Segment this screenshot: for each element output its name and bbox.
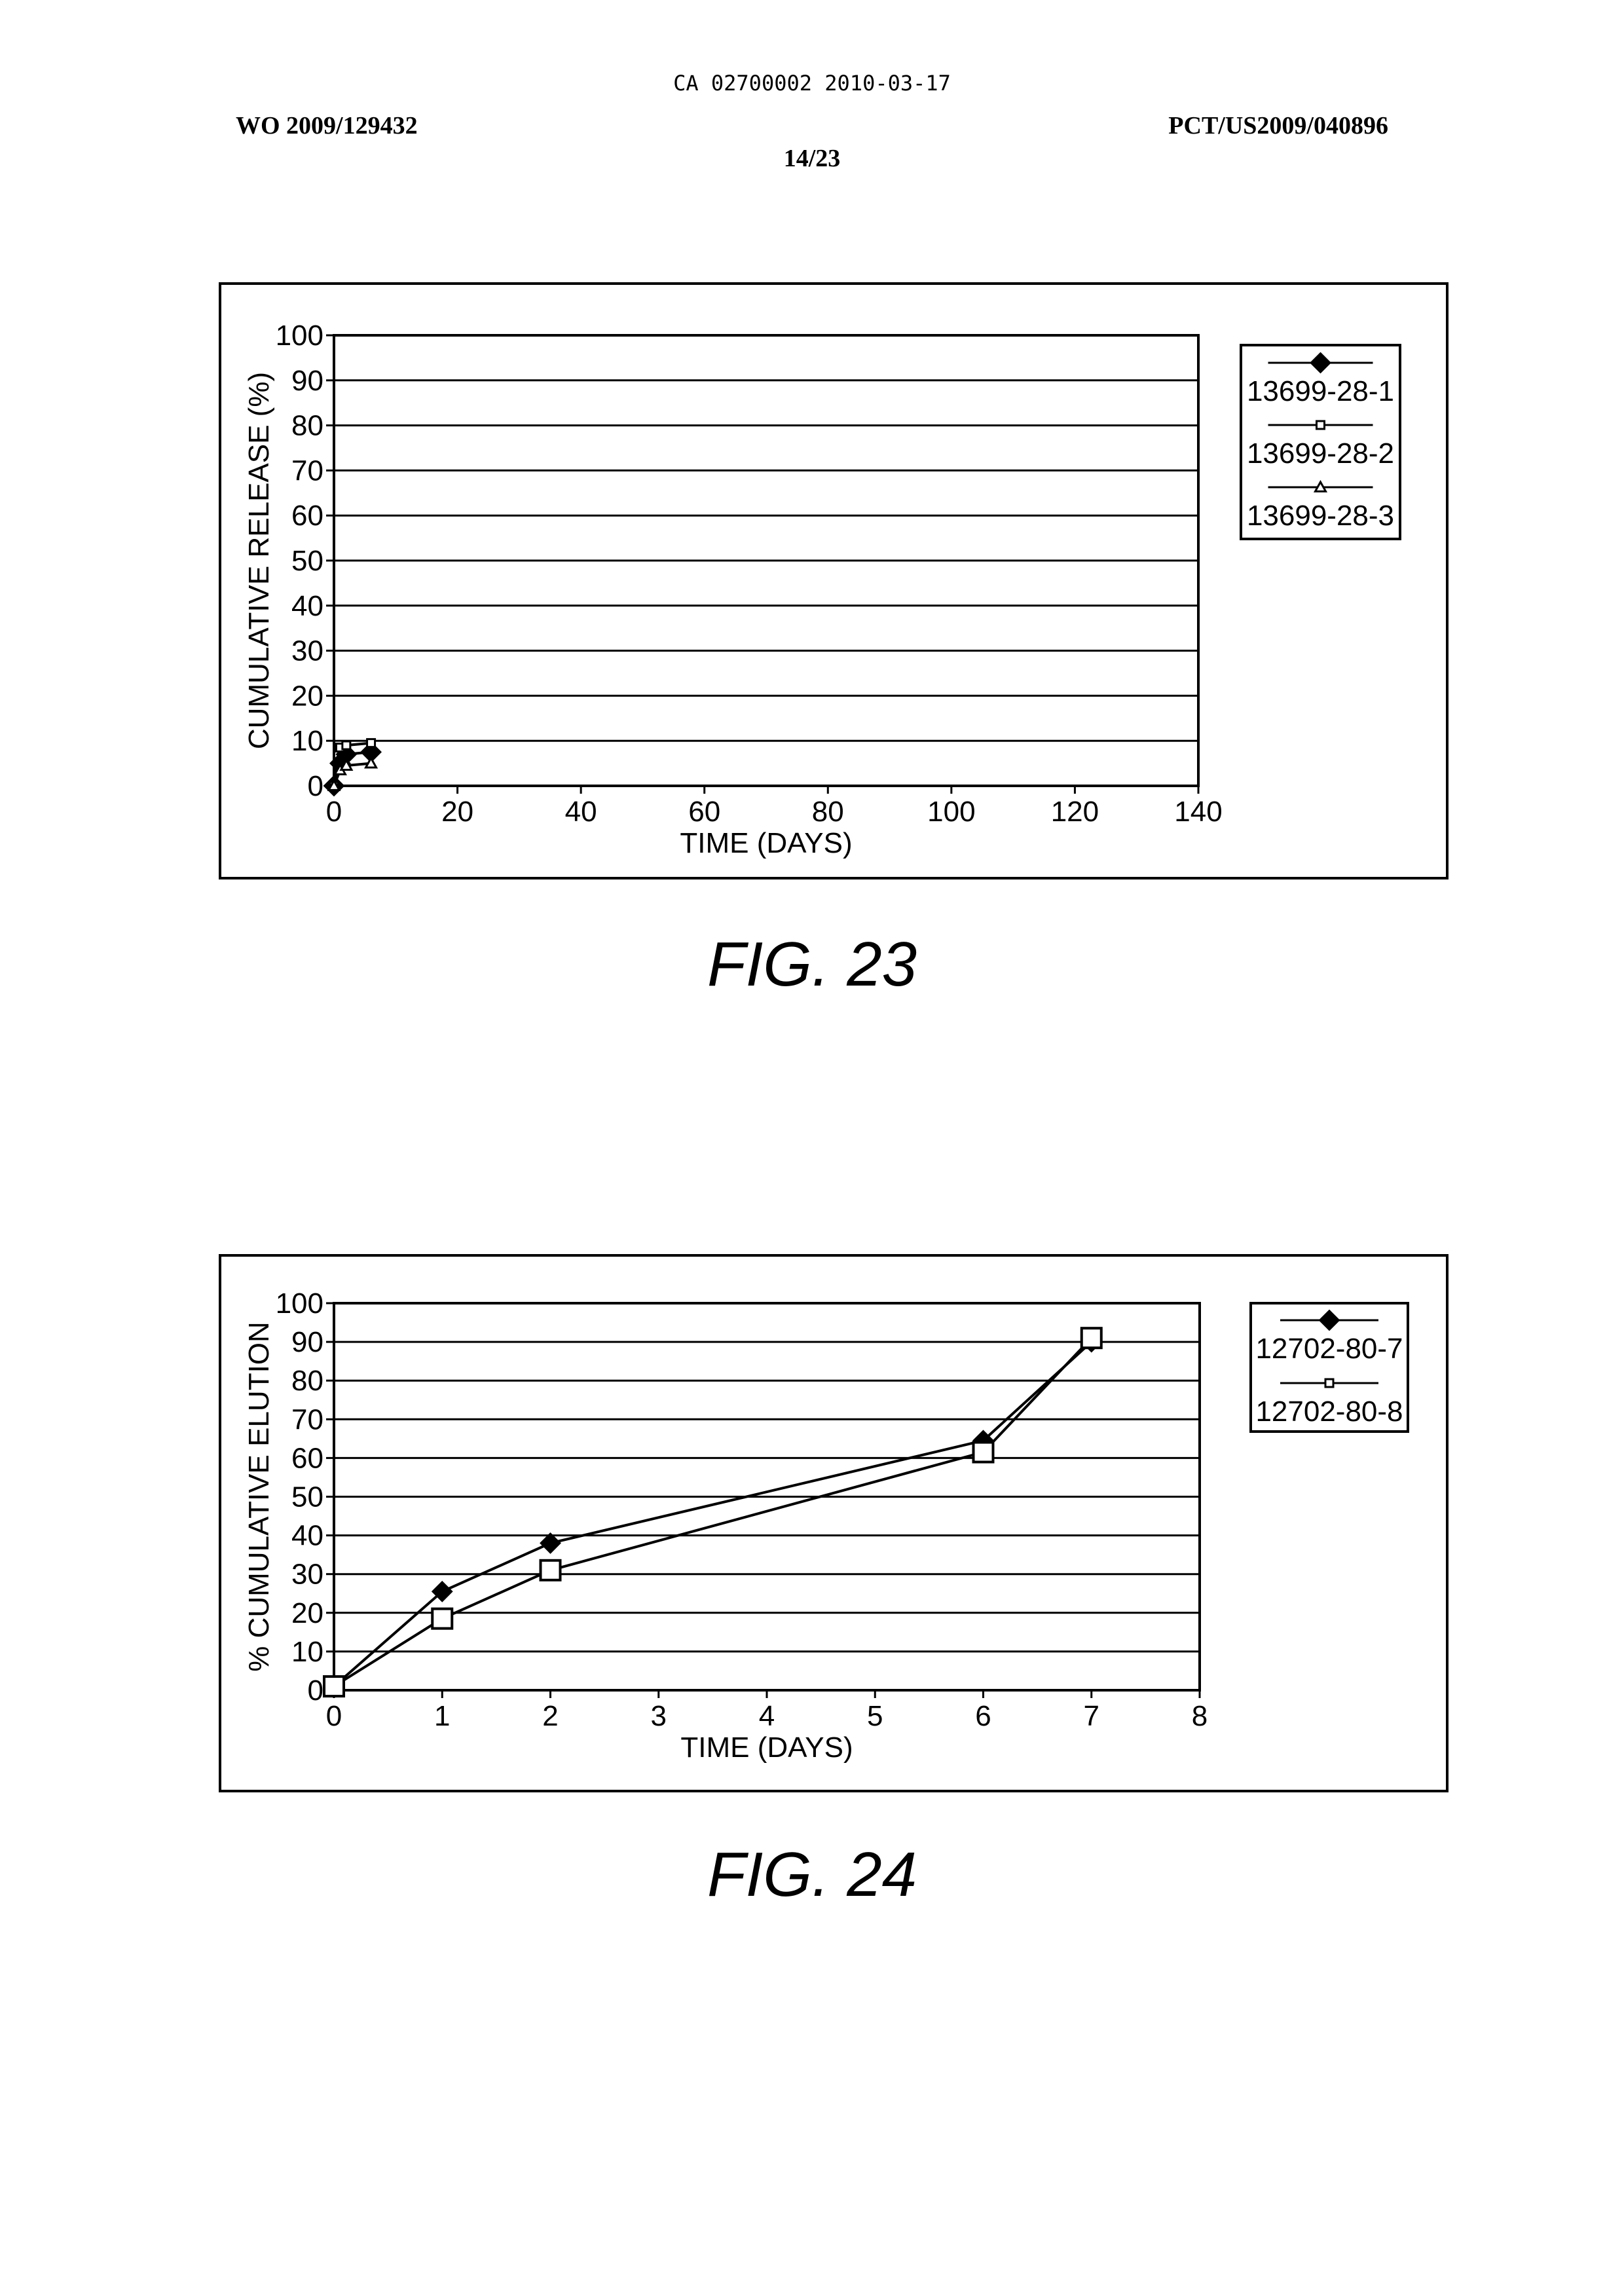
fig24-x-tick-label: 2 (542, 1700, 558, 1732)
fig24-x-tick-label: 0 (326, 1700, 342, 1732)
fig24-y-tick-label: 100 (276, 1287, 323, 1320)
fig24-legend-label: 12702-80-8 (1255, 1396, 1403, 1428)
fig24-series-12702-80-8-line (334, 1338, 1092, 1686)
fig24-y-axis-label: % CUMULATIVE ELUTION (243, 1322, 275, 1672)
fig24-legend-label: 12702-80-7 (1255, 1333, 1403, 1365)
fig24-y-tick-label: 50 (291, 1481, 323, 1513)
figure-24-caption: FIG. 24 (0, 1839, 1624, 1911)
fig24-y-tick-label: 30 (291, 1559, 323, 1591)
fig24-y-tick-label: 40 (291, 1520, 323, 1552)
fig24-legend-marker (1325, 1379, 1333, 1387)
fig24-y-tick-label: 20 (291, 1597, 323, 1629)
fig24-x-tick-label: 8 (1192, 1700, 1208, 1732)
figure-24-chart: 0102030405060708090100012345678TIME (DAY… (0, 0, 1624, 1821)
fig24-x-tick-label: 3 (651, 1700, 667, 1732)
fig24-series-12702-80-8-point (324, 1676, 344, 1696)
fig24-x-tick-label: 6 (975, 1700, 991, 1732)
fig24-series-12702-80-8-point (1082, 1328, 1101, 1348)
fig24-series-12702-80-8-point (974, 1443, 993, 1462)
fig24-y-tick-label: 90 (291, 1326, 323, 1358)
fig24-y-tick-label: 0 (308, 1674, 323, 1707)
fig24-y-tick-label: 70 (291, 1403, 323, 1435)
fig24-x-tick-label: 1 (434, 1700, 450, 1732)
fig24-x-axis-label: TIME (DAYS) (680, 1731, 853, 1764)
fig24-x-tick-label: 7 (1084, 1700, 1099, 1732)
fig24-series-12702-80-8-point (432, 1609, 452, 1629)
fig24-y-tick-label: 60 (291, 1442, 323, 1474)
fig24-x-tick-label: 4 (759, 1700, 775, 1732)
fig24-x-tick-label: 5 (867, 1700, 883, 1732)
fig24-y-tick-label: 10 (291, 1636, 323, 1668)
fig24-series-12702-80-8-point (541, 1561, 561, 1580)
fig24-series-12702-80-7-line (334, 1342, 1092, 1686)
fig24-y-tick-label: 80 (291, 1365, 323, 1397)
